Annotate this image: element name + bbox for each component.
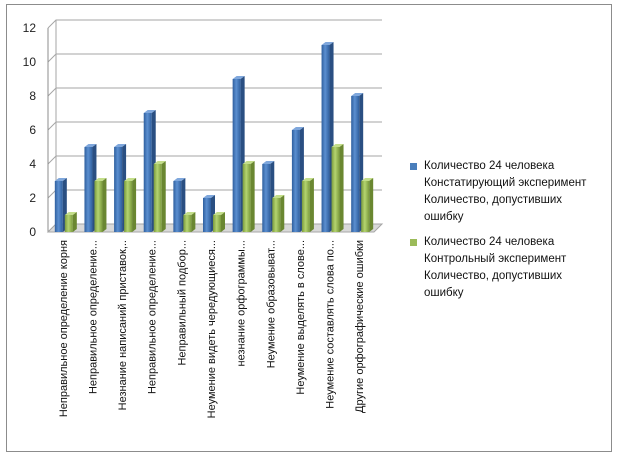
x-category-label: Неправильное определение корня xyxy=(58,240,70,417)
x-category-label: Неумение образовыват... xyxy=(265,240,277,368)
bars xyxy=(54,42,374,232)
x-category-label: Неумение выделять в слове... xyxy=(295,240,307,395)
legend-item-series-2: Количество 24 человека Контрольный экспе… xyxy=(410,234,610,302)
category-labels: Неправильное определение корня Неправильн… xyxy=(58,240,366,418)
legend-label-series-1-line-3: Количество, допустивших xyxy=(424,194,563,206)
bar-series-2-4 xyxy=(153,161,166,232)
bar-series-2-5 xyxy=(183,212,196,232)
x-category-label: Неправильное определение... xyxy=(147,240,159,394)
y-tick-label: 0 xyxy=(29,225,36,239)
legend-label-series-2-line-3: Количество, допустивших xyxy=(424,270,563,282)
x-category-label: незнание орфограммы... xyxy=(236,240,248,366)
bar-series-2-11 xyxy=(361,178,374,232)
bar-series-2-2 xyxy=(94,178,107,232)
y-tick-label: 10 xyxy=(23,55,37,69)
legend-label-series-1-line-1: Количество 24 человека xyxy=(424,160,555,172)
bar-series-2-8 xyxy=(272,195,285,232)
bar-series-2-1 xyxy=(64,212,77,232)
legend-swatch-series-2 xyxy=(410,239,417,246)
y-tick-label: 2 xyxy=(29,191,36,205)
legend-label-series-1-line-4: ошибку xyxy=(424,211,464,223)
y-tick-label: 4 xyxy=(29,157,36,171)
x-category-label: Неумение видеть чередующиеся... xyxy=(206,240,218,418)
bar-series-2-10 xyxy=(331,144,344,232)
x-category-label: Неумение составлять слова по... xyxy=(325,240,337,409)
bar-series-2-9 xyxy=(301,178,314,232)
x-category-label: Другие орфографические ошибки xyxy=(354,240,366,413)
bar-series-2-3 xyxy=(124,178,137,232)
legend-label-series-2-line-2: Контрольный эксперимент xyxy=(424,253,567,265)
bar-series-2-7 xyxy=(242,161,255,232)
y-tick-label: 8 xyxy=(29,89,36,103)
legend-item-series-1: Количество 24 человека Констатирующий эк… xyxy=(410,158,610,226)
bar-series-2-6 xyxy=(213,212,225,232)
y-tick-label: 12 xyxy=(23,21,37,35)
x-category-label: Неправильное определение... xyxy=(87,240,99,394)
legend-label-series-2-line-1: Количество 24 человека xyxy=(424,236,555,248)
legend-label-series-1-line-2: Констатирующий эксперимент xyxy=(424,177,587,189)
x-category-label: Незнание написаний приставок,.. xyxy=(117,240,129,410)
gridline xyxy=(47,19,382,29)
legend-swatch-series-1 xyxy=(410,163,417,170)
x-category-label: Неправильный подбор... xyxy=(176,240,188,366)
y-axis-ticks: 0 2 4 6 8 10 12 xyxy=(23,21,37,239)
y-tick-label: 6 xyxy=(29,123,36,137)
legend-label-series-2-line-4: ошибку xyxy=(424,287,464,299)
